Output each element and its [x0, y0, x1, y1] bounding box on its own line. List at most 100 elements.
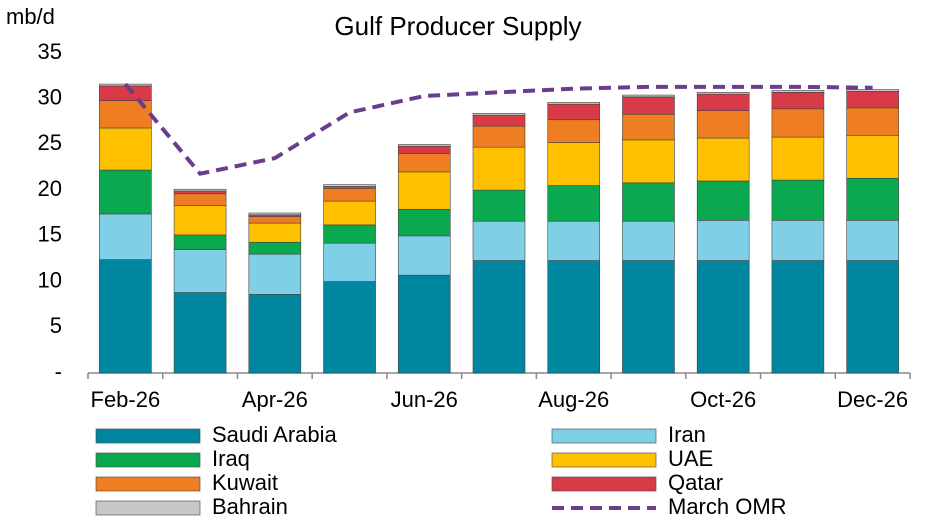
bar-segment: [323, 242, 376, 282]
bar-segment: [472, 189, 526, 222]
bar-segment: [622, 113, 675, 141]
bar-segment: [173, 190, 227, 195]
x-tick-label: Apr-26: [242, 387, 308, 412]
bar-segment: [547, 102, 601, 105]
bar-segment: [472, 113, 526, 116]
bar-segment: [397, 145, 451, 154]
bar-segment: [173, 234, 227, 250]
bar-segment: [99, 127, 152, 171]
bar-segment: [771, 260, 825, 374]
legend-label: Kuwait: [212, 470, 278, 495]
bar-segment: [397, 274, 451, 374]
bar-segment: [771, 179, 825, 221]
legend-swatch: [95, 500, 201, 516]
bar-segment: [846, 89, 899, 92]
bar-segment: [248, 222, 302, 243]
legend-swatch: [95, 452, 201, 468]
bar-segment: [397, 209, 451, 237]
bar-segment: [622, 94, 675, 98]
y-tick-label: 25: [38, 130, 62, 155]
chart-title: Gulf Producer Supply: [334, 11, 581, 41]
bar-segment: [846, 91, 899, 109]
bar-segment: [771, 92, 825, 110]
bar-segment: [323, 281, 376, 374]
bar-segment: [622, 182, 675, 222]
bar-segment: [622, 260, 675, 374]
y-tick-label: 10: [38, 267, 62, 292]
bar-segment: [696, 180, 750, 221]
bar-segment: [547, 103, 601, 121]
legend-label: UAE: [668, 446, 713, 471]
bar-segment: [696, 93, 750, 111]
bar-segment: [248, 216, 302, 224]
legend-swatch: [551, 452, 657, 468]
bar-segment: [547, 142, 601, 186]
bar-segment: [99, 259, 152, 374]
bar-segment: [248, 253, 302, 295]
bar-segment: [547, 185, 601, 222]
y-tick-label: 20: [38, 176, 62, 201]
bar-segment: [472, 146, 526, 191]
bar-segment: [696, 92, 750, 95]
legend-label: Qatar: [668, 470, 723, 495]
bar-segment: [472, 260, 526, 374]
bar-segment: [846, 220, 899, 261]
bar-segment: [248, 212, 302, 216]
bar-segment: [472, 125, 526, 148]
bar-segment: [397, 144, 451, 147]
bar-segment: [846, 177, 899, 221]
bar-segment: [622, 96, 675, 115]
bar-segment: [323, 184, 376, 187]
bar-segment: [397, 235, 451, 276]
bar-segment: [173, 193, 227, 206]
bar-segment: [173, 249, 227, 293]
bar-segment: [99, 85, 152, 101]
y-tick-label: -: [55, 359, 62, 384]
bar-segment: [696, 110, 750, 139]
bar-segment: [323, 188, 376, 202]
bar-segment: [771, 220, 825, 261]
bar-segment: [547, 260, 601, 374]
bar-segment: [696, 137, 750, 182]
bar-segment: [99, 213, 152, 260]
y-tick-label: 15: [38, 222, 62, 247]
bar-segment: [323, 200, 376, 226]
legend-swatch: [551, 476, 657, 492]
y-axis-label: mb/d: [6, 4, 55, 29]
bar-segment: [771, 136, 825, 181]
bar-segment: [397, 171, 451, 210]
bar-segment: [173, 292, 227, 374]
bar-segment: [771, 90, 825, 93]
bar-segment: [173, 205, 227, 236]
x-tick-label: Aug-26: [538, 387, 609, 412]
bar-segment: [696, 260, 750, 374]
bar-segment: [248, 241, 302, 255]
bar-segment: [622, 220, 675, 261]
bar-segment: [472, 220, 526, 261]
legend-label: Iran: [668, 422, 706, 447]
x-tick-label: Oct-26: [690, 387, 756, 412]
bar-segment: [248, 294, 302, 374]
bar-segment: [547, 119, 601, 143]
bar-segment: [173, 188, 227, 192]
bar-segment: [846, 134, 899, 179]
legend-label: Saudi Arabia: [212, 422, 338, 447]
x-tick-label: Feb-26: [91, 387, 161, 412]
legend-swatch: [95, 476, 201, 492]
x-tick-label: Dec-26: [837, 387, 908, 412]
y-tick-label: 30: [38, 85, 62, 110]
bar-segment: [771, 108, 825, 138]
legend-label: March OMR: [668, 494, 787, 519]
y-tick-label: 5: [50, 313, 62, 338]
x-tick-label: Jun-26: [391, 387, 458, 412]
bar-segment: [547, 220, 601, 261]
bar-segment: [99, 169, 152, 215]
legend-swatch: [95, 428, 201, 444]
bar-segment: [622, 139, 675, 184]
bar-segment: [323, 224, 376, 244]
legend-label: Bahrain: [212, 494, 288, 519]
bar-segment: [472, 114, 526, 127]
bar-segment: [696, 220, 750, 261]
bar-segment: [397, 153, 451, 173]
